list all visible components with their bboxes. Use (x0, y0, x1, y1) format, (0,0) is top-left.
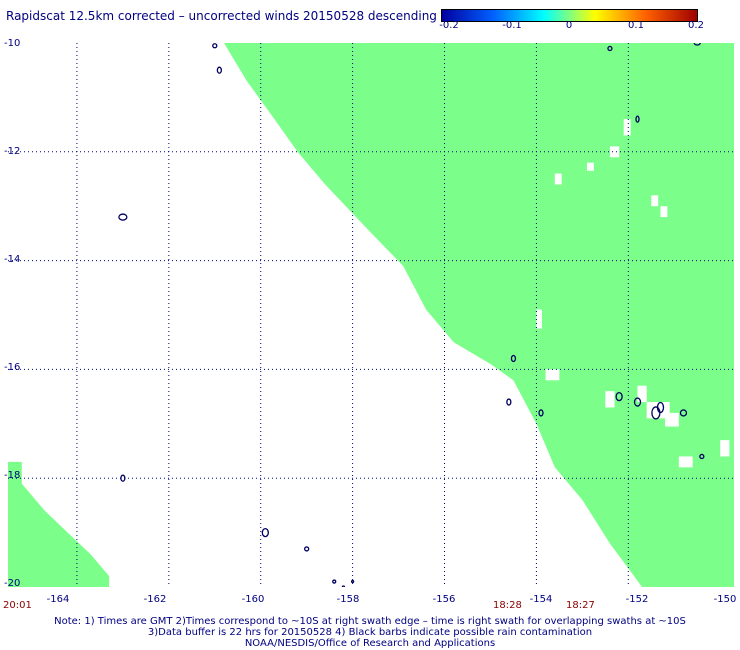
island-outline (635, 115, 640, 123)
island-outline (656, 401, 665, 414)
island-outline (341, 585, 346, 587)
island-outline (510, 354, 517, 363)
colorbar-tick: 0 (565, 20, 573, 31)
island-outline (506, 398, 512, 406)
footnotes: Note: 1) Times are GMT 2)Times correspon… (0, 616, 740, 649)
colorbar-tick: 0.1 (628, 20, 644, 31)
lat-label: -12 (4, 146, 21, 157)
lon-label: -152 (625, 594, 649, 605)
island-outline (332, 579, 337, 584)
time-label-left: 20:01 (3, 600, 32, 611)
island-outline (615, 391, 623, 402)
island-outline (304, 546, 310, 552)
no-data-gap (536, 309, 542, 329)
lon-label: -154 (529, 594, 553, 605)
colorbar-tick: -0.2 (439, 20, 459, 31)
swath-polygon (223, 43, 734, 587)
no-data-gap (605, 391, 615, 408)
lat-label: -16 (4, 362, 21, 373)
swath-area (8, 43, 734, 587)
time-label-mid2: 18:27 (566, 600, 595, 611)
coastlines (118, 43, 705, 587)
time-label-mid1: 18:28 (493, 600, 522, 611)
lon-label: -150 (713, 594, 737, 605)
island-outline (120, 474, 126, 482)
island-outline (216, 66, 223, 74)
lat-label: -10 (4, 38, 21, 49)
no-data-gap (651, 195, 659, 207)
no-data-gap (554, 173, 562, 185)
wind-map (8, 43, 734, 587)
island-outline (212, 43, 218, 49)
island-outline (693, 43, 701, 46)
lon-label: -162 (143, 594, 167, 605)
no-data-gap (665, 412, 679, 427)
no-data-gap (586, 162, 594, 171)
no-data-gap (545, 369, 560, 381)
lon-label: -156 (432, 594, 456, 605)
no-data-gap (637, 385, 647, 403)
grid-lines (8, 43, 734, 587)
island-outline (607, 45, 613, 52)
no-data-gap (660, 206, 668, 218)
island-outline (679, 409, 688, 417)
island-outline (261, 527, 269, 538)
colorbar-tick: 0.2 (688, 20, 704, 31)
lat-label: -14 (4, 254, 21, 265)
lon-label: -160 (241, 594, 265, 605)
island-outline (699, 453, 705, 460)
lon-label: -158 (336, 594, 360, 605)
no-data-gap (678, 456, 693, 468)
lon-label: -164 (46, 594, 70, 605)
island-outline (118, 213, 128, 221)
no-data-gap (609, 146, 620, 158)
island-outline (633, 397, 642, 407)
no-data-gap (720, 440, 730, 457)
island-outline (538, 409, 544, 417)
chart-title: Rapidscat 12.5km corrected – uncorrected… (6, 9, 437, 23)
colorbar-tick: -0.1 (502, 20, 522, 31)
no-data-gap (623, 119, 631, 136)
swath-polygon-left (8, 461, 110, 587)
lat-label: -20 (4, 578, 21, 589)
island-outline (350, 579, 355, 584)
note-line-3: NOAA/NESDIS/Office of Research and Appli… (244, 638, 496, 649)
lat-label: -18 (4, 470, 21, 481)
note-line-1: Note: 1) Times are GMT 2)Times correspon… (54, 616, 686, 627)
note-line-2: 3)Data buffer is 22 hrs for 20150528 4) … (147, 627, 593, 638)
colorbar (441, 9, 698, 22)
